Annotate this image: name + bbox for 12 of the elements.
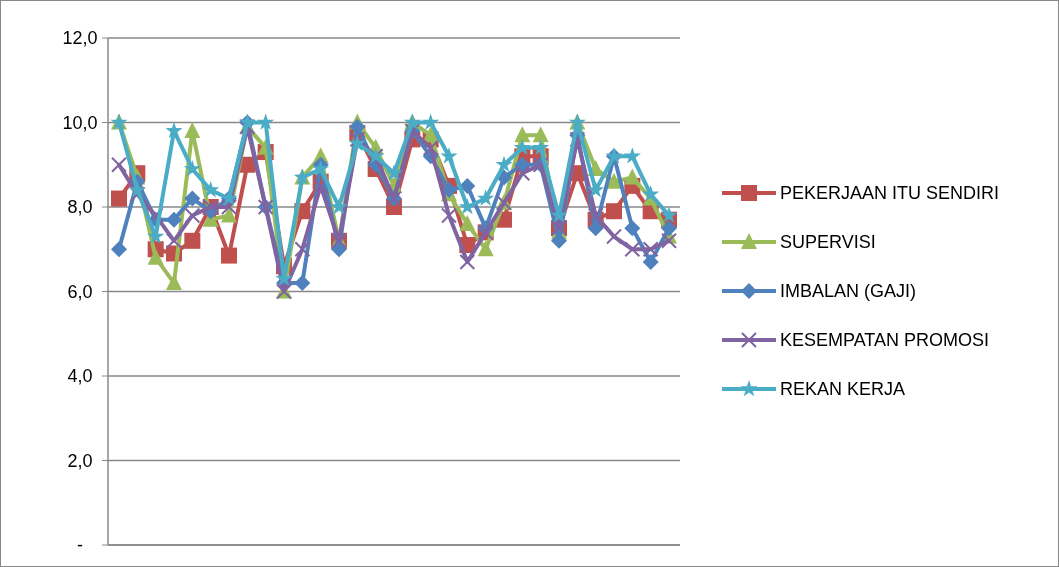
y-tick-label: 4,0 — [67, 366, 93, 387]
legend-label: PEKERJAAN ITU SENDIRI — [780, 183, 1000, 204]
y-tick-label: 2,0 — [67, 450, 93, 471]
y-tick-label: 6,0 — [67, 281, 93, 302]
y-tick-label: 10,0 — [62, 112, 98, 133]
legend-label: SUPERVISI — [780, 232, 876, 253]
y-tick-label: 12,0 — [62, 28, 98, 49]
y-tick-label: - — [77, 535, 83, 556]
legend-label: REKAN KERJA — [780, 379, 906, 400]
y-tick-label: 8,0 — [67, 197, 93, 218]
legend-label: IMBALAN (GAJI) — [780, 281, 917, 302]
legend-label: KESEMPATAN PROMOSI — [780, 330, 990, 351]
